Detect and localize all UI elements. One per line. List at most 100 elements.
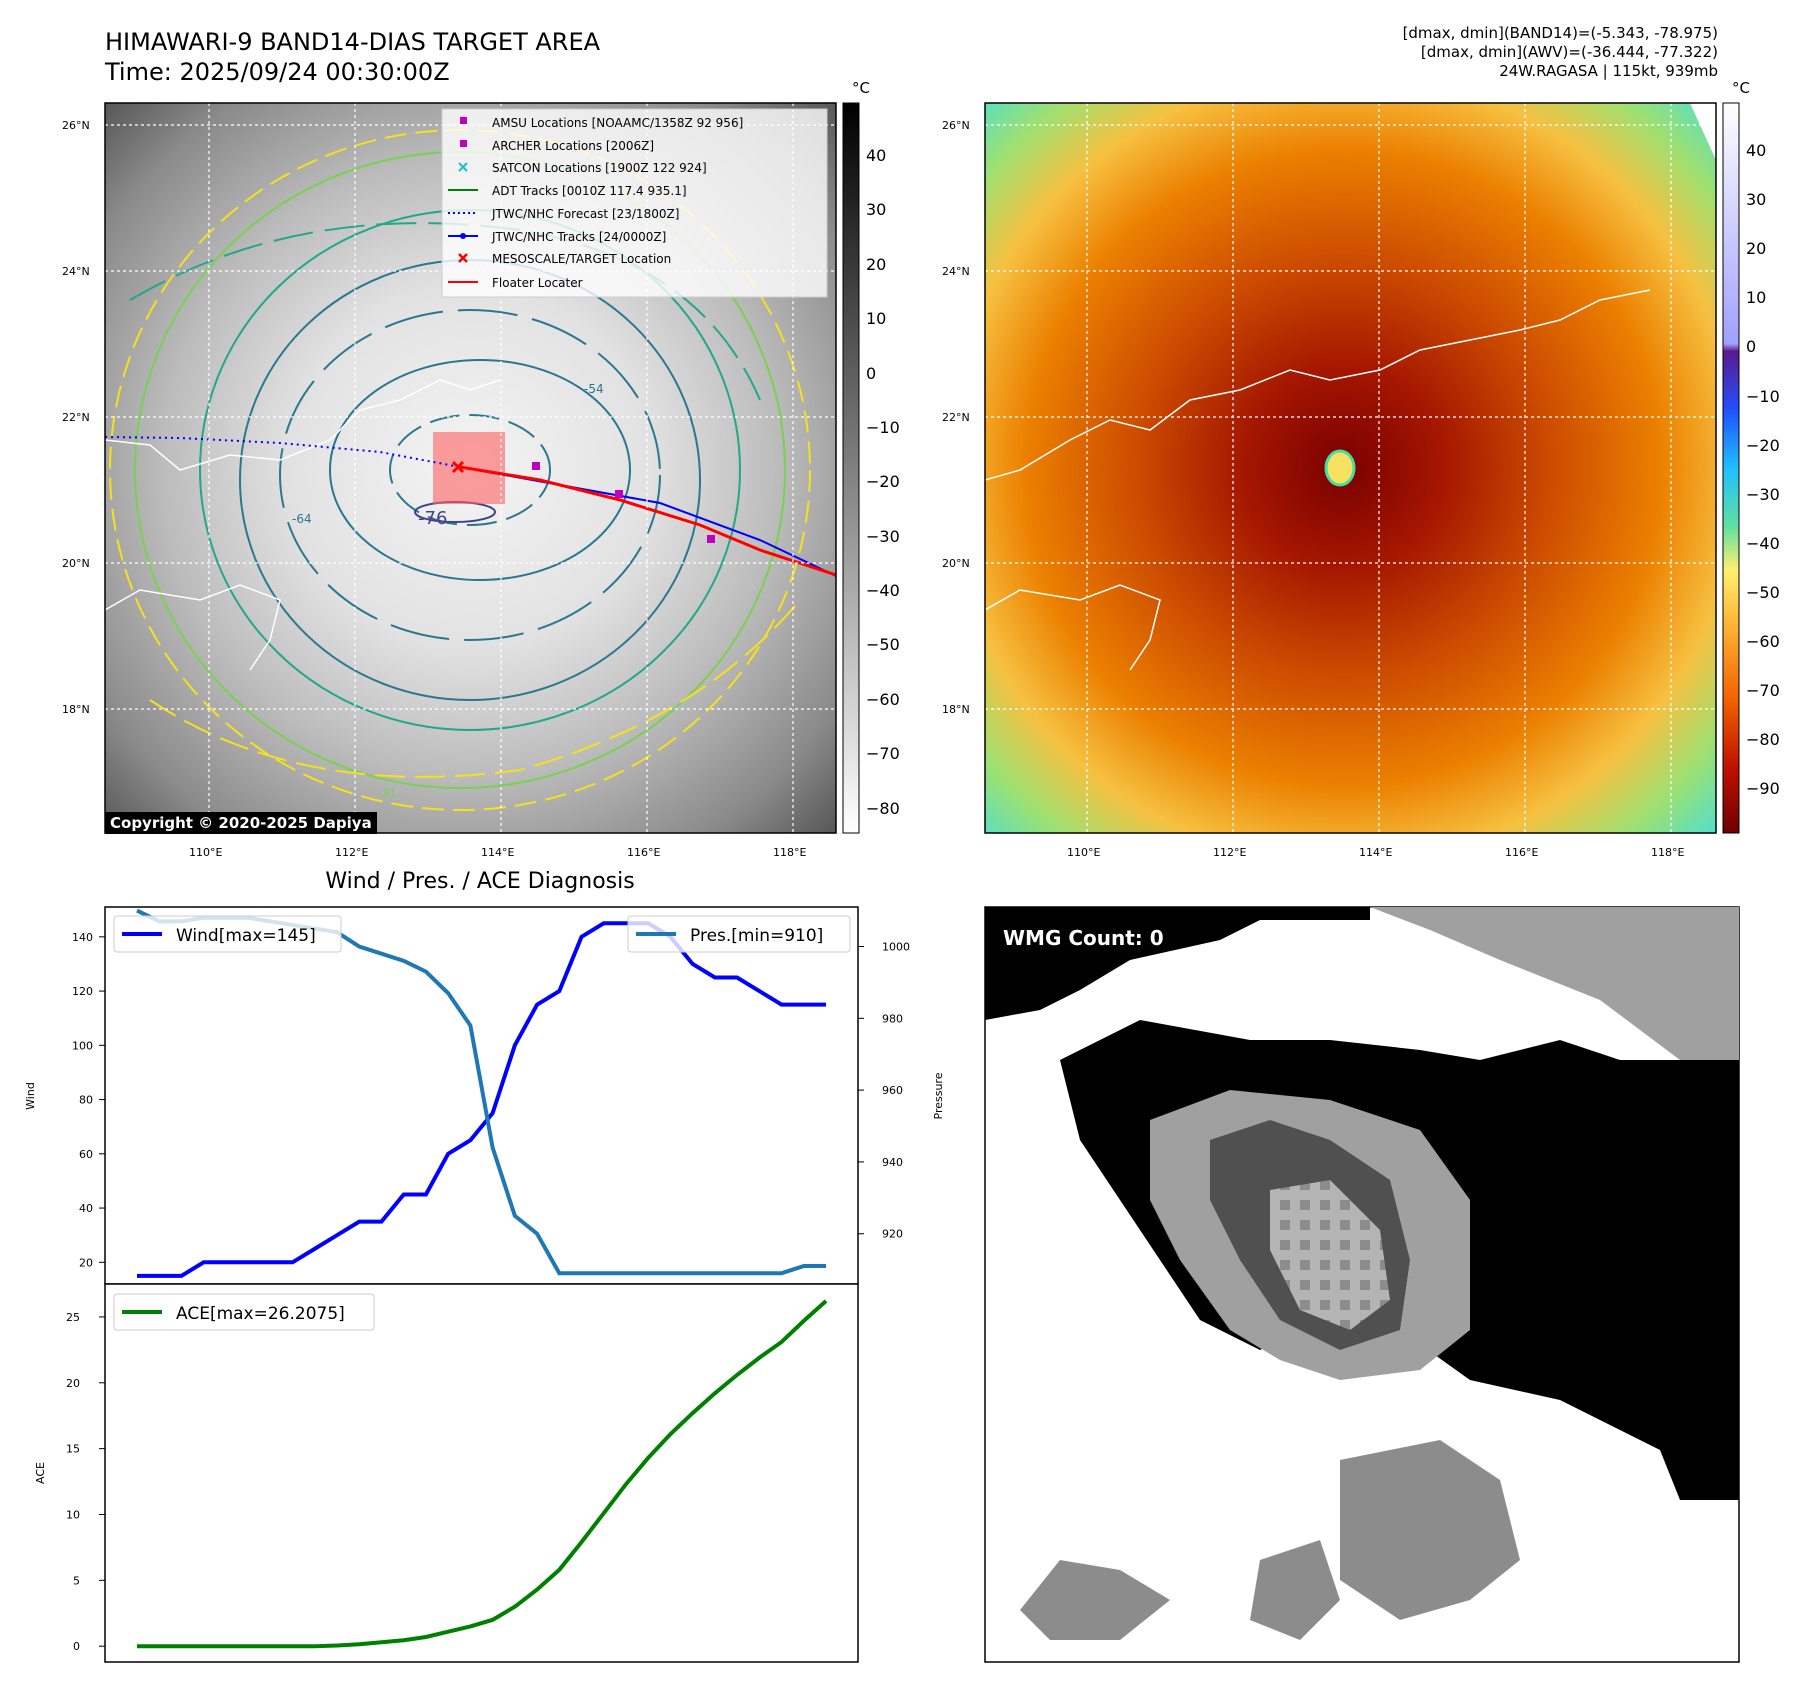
legend-jtwc: JTWC/NHC Tracks [24/0000Z] — [491, 230, 666, 244]
pressure-tick-label: 940 — [882, 1156, 903, 1169]
colorbar-tick: −50 — [1746, 583, 1780, 602]
contour-label: -54 — [584, 382, 604, 396]
wind-tick-label: 80 — [79, 1094, 93, 1107]
colorbar-tick: −20 — [1746, 436, 1780, 455]
forecast-track — [105, 436, 461, 468]
pressure-legend-label: Pres.[min=910] — [690, 926, 823, 946]
archer-marker — [615, 490, 623, 498]
lat-label: 26°N — [62, 119, 90, 132]
colorbar-tick: −80 — [866, 799, 900, 818]
colorbar-tick: −10 — [1746, 387, 1780, 406]
chart-time: Time: 2025/09/24 00:30:00Z — [105, 58, 450, 86]
lat-label: 22°N — [62, 411, 90, 424]
target-legend-icon — [458, 253, 468, 263]
colorbar-tick: 10 — [1746, 288, 1766, 307]
legend-archer: ARCHER Locations [2006Z] — [492, 139, 654, 153]
left-colorbar: °C 40 30 20 10 0 −10 −20 −30 −40 −50 −60… — [842, 79, 900, 834]
colorbar-tick: −60 — [1746, 632, 1780, 651]
wmg-core — [1270, 1180, 1390, 1330]
wmg-gray-region — [1370, 907, 1739, 1060]
awv-map-panel — [984, 102, 1717, 834]
lat-label: 20°N — [942, 557, 970, 570]
floater-locater-line — [459, 465, 836, 577]
lat-label: 20°N — [62, 557, 90, 570]
amsu-legend-icon — [460, 117, 467, 124]
lon-label: 118°E — [1651, 846, 1684, 859]
colorbar-tick: −10 — [866, 418, 900, 437]
colorbar-tick: 30 — [866, 200, 886, 219]
coastline — [985, 289, 1651, 481]
colorbar-tick: −40 — [1746, 534, 1780, 553]
lon-label: 118°E — [773, 846, 806, 859]
colorbar-unit: °C — [852, 79, 870, 97]
colorbar-tick: −60 — [866, 690, 900, 709]
pressure-tick-label: 960 — [882, 1084, 903, 1097]
colorbar-tick: −30 — [866, 527, 900, 546]
ace-legend-label: ACE[max=26.2075] — [176, 1304, 345, 1324]
diagnostics-info: [dmax, dmin](BAND14)=(-5.343, -78.975) [… — [1403, 24, 1718, 81]
ace-tick-label: 10 — [66, 1508, 80, 1521]
colorbar-tick: −80 — [1746, 730, 1780, 749]
contour-label: -76 — [418, 508, 447, 529]
wind-tick-label: 20 — [79, 1256, 93, 1269]
left-map-axes: 26°N 24°N 22°N 20°N 18°N 110°E 112°E 114… — [62, 119, 806, 859]
wmg-gray-patch — [1340, 1440, 1520, 1620]
contour-label: -64 — [292, 512, 312, 526]
right-colorbar: °C 40 30 20 10 0 −10 −20 −30 −40 −50 −60… — [1722, 79, 1780, 834]
pressure-tick-label: 920 — [882, 1228, 903, 1241]
colorbar-tick: −40 — [866, 581, 900, 600]
lon-label: 116°E — [1505, 846, 1538, 859]
wmg-gray-patch-3 — [1250, 1540, 1340, 1640]
lon-label: 116°E — [627, 846, 660, 859]
amsu-marker — [532, 462, 540, 470]
colorbar-tick: −20 — [866, 472, 900, 491]
wmg-count: WMG Count: 0 — [1003, 926, 1164, 950]
colorbar-tick: −30 — [1746, 485, 1780, 504]
colorbar-tick: 40 — [866, 146, 886, 165]
legend-forecast: JTWC/NHC Forecast [23/1800Z] — [491, 207, 679, 221]
satcon-legend-icon — [458, 162, 468, 172]
colorbar-tick: 20 — [1746, 239, 1766, 258]
legend-target: MESOSCALE/TARGET Location — [492, 252, 671, 266]
wind-tick-label: 60 — [79, 1148, 93, 1161]
colorbar-tick: −70 — [866, 744, 900, 763]
chart-title: HIMAWARI-9 BAND14-DIAS TARGET AREA — [105, 28, 601, 56]
dmax-band14: [dmax, dmin](BAND14)=(-5.343, -78.975) — [1402, 24, 1718, 42]
eye — [1324, 449, 1356, 487]
island-coastline — [105, 584, 281, 671]
lat-label: 18°N — [942, 703, 970, 716]
right-map-axes: 26°N 24°N 22°N 20°N 18°N 110°E 112°E 114… — [942, 119, 1684, 859]
lon-label: 110°E — [1067, 846, 1100, 859]
colorbar-tick: −70 — [1746, 681, 1780, 700]
ace-tick-label: 20 — [66, 1377, 80, 1390]
copyright: Copyright © 2020-2025 Dapiya — [105, 812, 377, 834]
pressure-legend: Pres.[min=910] — [627, 915, 851, 953]
wmg-dark-region — [985, 907, 1370, 1020]
wind-tick-label: 40 — [79, 1202, 93, 1215]
ace-tick-label: 5 — [73, 1574, 80, 1587]
wind-axis-label: Wind — [24, 1082, 37, 1110]
legend-adt: ADT Tracks [0010Z 117.4 935.1] — [492, 184, 687, 198]
ace-legend: ACE[max=26.2075] — [113, 1293, 375, 1331]
legend-floater: Floater Locater — [492, 276, 583, 290]
amsu-marker-2 — [707, 535, 715, 543]
wind-legend-label: Wind[max=145] — [176, 926, 316, 946]
wind-legend: Wind[max=145] — [113, 915, 342, 953]
lon-label: 112°E — [335, 846, 368, 859]
colorbar-tick: −50 — [866, 635, 900, 654]
lon-label: 114°E — [1359, 846, 1392, 859]
island-coastline — [985, 584, 1161, 671]
pressure-tick-label: 980 — [882, 1012, 903, 1025]
lat-label: 24°N — [62, 265, 90, 278]
colorbar-tick: 0 — [1746, 337, 1756, 356]
target-location-marker — [451, 460, 465, 474]
wind-tick-label: 120 — [72, 985, 93, 998]
lon-label: 112°E — [1213, 846, 1246, 859]
lon-label: 110°E — [189, 846, 222, 859]
diagnosis-title: Wind / Pres. / ACE Diagnosis — [325, 869, 634, 894]
coastline — [105, 379, 501, 471]
ace-chart: 0 5 10 15 20 25 ACE ACE[max=26.2075] — [34, 1283, 859, 1663]
ace-axis-label: ACE — [34, 1462, 47, 1484]
colorbar-tick: 10 — [866, 309, 886, 328]
